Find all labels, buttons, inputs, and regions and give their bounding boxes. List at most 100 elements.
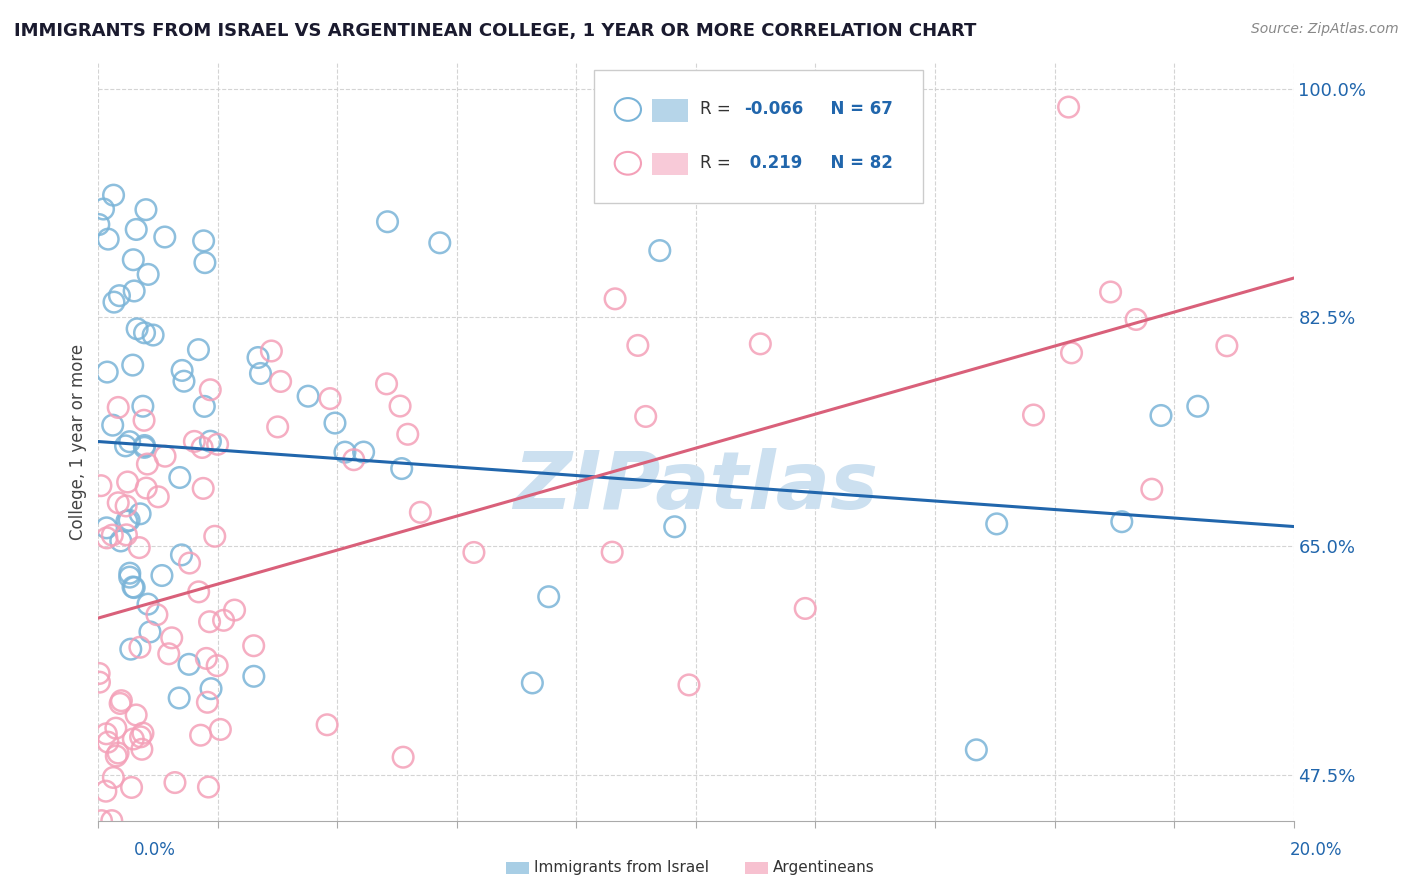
Point <box>115 499 138 513</box>
Point <box>110 694 132 708</box>
Text: R =: R = <box>700 154 741 172</box>
Point <box>110 533 132 548</box>
Bar <box>652 153 688 176</box>
Point <box>108 288 131 302</box>
Point <box>103 295 125 310</box>
Point <box>150 568 173 582</box>
Point <box>136 457 159 471</box>
Point <box>198 615 221 629</box>
Point <box>100 814 122 828</box>
Point <box>96 531 118 545</box>
Point <box>167 691 190 706</box>
Point <box>97 735 120 749</box>
Point <box>146 607 169 622</box>
Point <box>129 507 152 521</box>
Point <box>93 202 115 216</box>
Point <box>648 244 671 258</box>
Point <box>117 475 139 489</box>
Point <box>132 726 155 740</box>
Point <box>1057 100 1080 114</box>
Point <box>121 358 143 372</box>
Point <box>627 338 650 352</box>
Point <box>1099 285 1122 299</box>
Point <box>197 695 219 709</box>
Point <box>247 351 270 365</box>
Point <box>129 730 152 744</box>
Point <box>678 678 700 692</box>
Point <box>1125 312 1147 326</box>
Text: N = 67: N = 67 <box>820 101 893 119</box>
Point <box>135 202 157 217</box>
Point <box>319 392 342 406</box>
Point <box>120 642 142 657</box>
Point <box>243 669 266 683</box>
Point <box>132 399 155 413</box>
Point <box>118 513 141 527</box>
Point <box>209 723 232 737</box>
Point <box>522 676 544 690</box>
Point <box>90 478 112 492</box>
Point <box>396 427 419 442</box>
Point <box>121 780 143 795</box>
Text: Argentineans: Argentineans <box>773 861 875 875</box>
Point <box>118 434 141 449</box>
Y-axis label: College, 1 year or more: College, 1 year or more <box>69 343 87 540</box>
Point <box>122 731 145 746</box>
Point <box>193 234 215 248</box>
Point <box>191 441 214 455</box>
Point <box>537 590 560 604</box>
Point <box>389 399 412 413</box>
Point <box>429 235 451 250</box>
Text: Source: ZipAtlas.com: Source: ZipAtlas.com <box>1251 22 1399 37</box>
Point <box>1022 408 1045 422</box>
Point <box>107 496 129 510</box>
Text: Immigrants from Israel: Immigrants from Israel <box>534 861 709 875</box>
Point <box>134 326 156 340</box>
Point <box>343 452 366 467</box>
Point <box>97 232 120 246</box>
Point <box>170 548 193 562</box>
Point <box>270 375 292 389</box>
Point <box>1150 409 1173 423</box>
Point <box>104 721 127 735</box>
Point <box>90 814 112 828</box>
Point <box>195 651 218 665</box>
Bar <box>652 99 688 121</box>
Point <box>163 775 186 789</box>
Point <box>125 708 148 723</box>
Point <box>136 268 159 282</box>
Point <box>1111 515 1133 529</box>
Point <box>603 292 626 306</box>
Point <box>205 658 228 673</box>
Point <box>136 597 159 611</box>
Point <box>353 445 375 459</box>
Point <box>391 461 413 475</box>
Point <box>333 445 356 459</box>
Point <box>1187 399 1209 413</box>
Point <box>1216 339 1239 353</box>
Point <box>107 746 129 760</box>
Point <box>115 514 138 528</box>
Point <box>160 631 183 645</box>
Point <box>183 434 205 449</box>
Point <box>153 449 176 463</box>
Point <box>177 657 200 672</box>
Point <box>190 728 212 742</box>
Point <box>212 613 235 627</box>
Point <box>187 585 209 599</box>
Point <box>200 383 222 397</box>
Point <box>96 365 118 379</box>
Point <box>392 750 415 764</box>
Text: 0.0%: 0.0% <box>134 840 176 858</box>
Point <box>965 743 987 757</box>
Point <box>114 439 136 453</box>
Point <box>115 528 138 542</box>
Point <box>118 570 141 584</box>
Point <box>157 647 180 661</box>
Text: IMMIGRANTS FROM ISRAEL VS ARGENTINEAN COLLEGE, 1 YEAR OR MORE CORRELATION CHART: IMMIGRANTS FROM ISRAEL VS ARGENTINEAN CO… <box>14 22 976 40</box>
Point <box>986 516 1008 531</box>
Point <box>96 521 118 535</box>
Point <box>118 566 141 581</box>
Point <box>664 520 686 534</box>
Point <box>122 580 145 594</box>
